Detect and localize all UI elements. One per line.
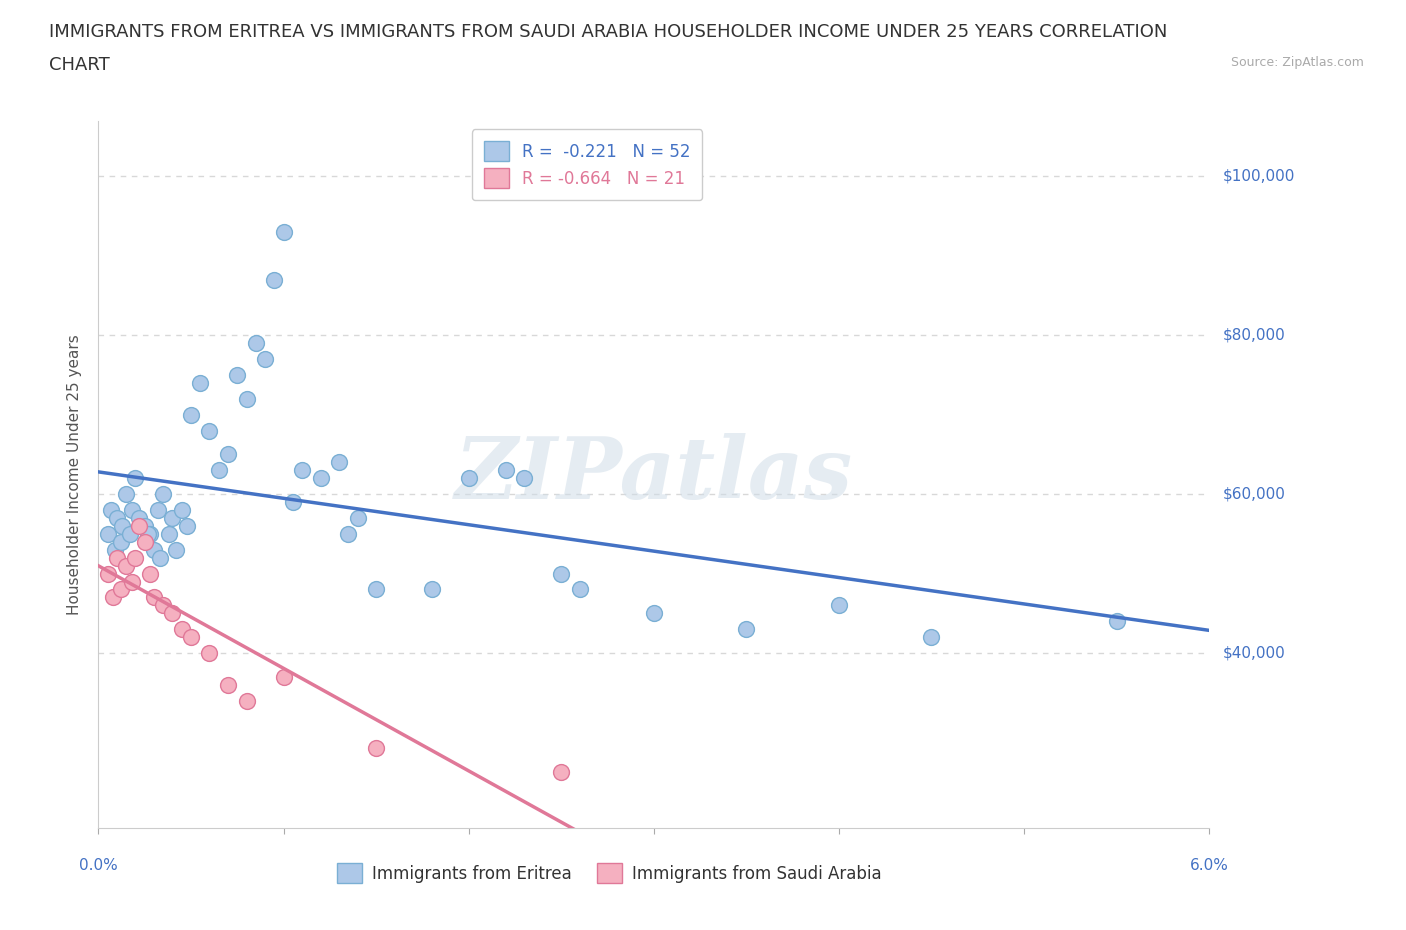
Point: [226, 367, 249, 382]
Point: [513, 471, 536, 485]
Point: [643, 605, 665, 620]
Point: [152, 598, 174, 613]
Point: [139, 566, 162, 581]
Point: [121, 502, 143, 517]
Point: [188, 376, 211, 391]
Point: [105, 551, 128, 565]
Point: [139, 526, 162, 541]
Point: [115, 558, 138, 573]
Point: [165, 542, 187, 557]
Point: [162, 605, 184, 620]
Text: Source: ZipAtlas.com: Source: ZipAtlas.com: [1230, 56, 1364, 69]
Point: [217, 677, 239, 692]
Point: [281, 495, 304, 510]
Text: 6.0%: 6.0%: [1189, 857, 1229, 872]
Point: [828, 598, 851, 613]
Point: [162, 511, 184, 525]
Point: [97, 526, 120, 541]
Text: $40,000: $40,000: [1223, 645, 1286, 660]
Point: [100, 502, 122, 517]
Point: [97, 566, 120, 581]
Point: [148, 551, 170, 565]
Point: [115, 486, 138, 501]
Legend: Immigrants from Eritrea, Immigrants from Saudi Arabia: Immigrants from Eritrea, Immigrants from…: [330, 857, 889, 890]
Point: [291, 463, 314, 478]
Point: [921, 630, 943, 644]
Point: [273, 670, 295, 684]
Point: [152, 486, 174, 501]
Point: [110, 582, 132, 597]
Point: [103, 590, 125, 604]
Point: [457, 471, 479, 485]
Point: [420, 582, 443, 597]
Point: [170, 502, 193, 517]
Point: [118, 526, 141, 541]
Point: [111, 519, 134, 534]
Point: [568, 582, 591, 597]
Point: [124, 551, 146, 565]
Point: [337, 526, 360, 541]
Point: [134, 535, 156, 550]
Point: [143, 590, 166, 604]
Text: $60,000: $60,000: [1223, 486, 1286, 501]
Point: [170, 622, 193, 637]
Text: CHART: CHART: [49, 56, 110, 73]
Point: [495, 463, 517, 478]
Point: [180, 630, 202, 644]
Text: 0.0%: 0.0%: [79, 857, 118, 872]
Point: [138, 526, 160, 541]
Text: $80,000: $80,000: [1223, 327, 1286, 343]
Point: [346, 511, 368, 525]
Point: [235, 392, 257, 406]
Point: [1105, 614, 1128, 629]
Point: [180, 407, 202, 422]
Point: [124, 471, 146, 485]
Point: [550, 764, 572, 779]
Y-axis label: Householder Income Under 25 years: Householder Income Under 25 years: [67, 334, 83, 615]
Point: [146, 502, 169, 517]
Point: [121, 574, 143, 589]
Point: [254, 352, 277, 366]
Point: [134, 519, 156, 534]
Point: [366, 741, 388, 756]
Point: [217, 447, 239, 462]
Point: [550, 566, 572, 581]
Point: [176, 519, 198, 534]
Point: [245, 336, 267, 351]
Text: ZIPatlas: ZIPatlas: [454, 432, 853, 516]
Point: [110, 535, 132, 550]
Point: [235, 693, 257, 708]
Point: [328, 455, 350, 470]
Point: [263, 272, 285, 287]
Point: [208, 463, 231, 478]
Point: [273, 225, 295, 240]
Point: [198, 423, 221, 438]
Point: [198, 645, 221, 660]
Point: [128, 519, 150, 534]
Point: [128, 511, 150, 525]
Text: $100,000: $100,000: [1223, 169, 1295, 184]
Point: [105, 511, 128, 525]
Point: [309, 471, 332, 485]
Point: [104, 542, 127, 557]
Point: [366, 582, 388, 597]
Text: IMMIGRANTS FROM ERITREA VS IMMIGRANTS FROM SAUDI ARABIA HOUSEHOLDER INCOME UNDER: IMMIGRANTS FROM ERITREA VS IMMIGRANTS FR…: [49, 23, 1167, 41]
Point: [143, 542, 166, 557]
Point: [735, 622, 758, 637]
Point: [157, 526, 180, 541]
